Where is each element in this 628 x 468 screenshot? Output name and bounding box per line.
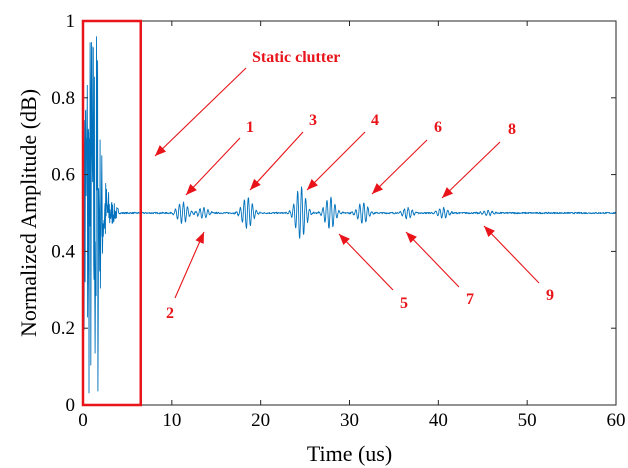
annotation-arrow	[441, 141, 501, 199]
annotation-arrow	[338, 233, 394, 291]
annotation-arrowhead	[186, 183, 197, 195]
annotation-arrow	[249, 131, 304, 191]
x-tick-label: 60	[607, 410, 626, 431]
annotation-arrow	[371, 139, 428, 195]
x-tick-label: 50	[518, 410, 537, 431]
annotation-arrow	[483, 225, 540, 284]
y-tick-label: 0.4	[51, 241, 75, 262]
y-axis-label: Normalized Amplitude (dB)	[16, 89, 41, 337]
ticks-layer: 0 10 20 30 40 50 60 0 0.2 0.4 0.6 0.8 1	[51, 11, 625, 431]
annotation-arrow	[306, 131, 366, 191]
x-tick-label: 30	[340, 410, 359, 431]
echo-label-4: 4	[371, 112, 379, 129]
static-clutter-box	[81, 19, 142, 407]
annotation-arrowhead	[339, 234, 350, 246]
annotation-arrowhead	[250, 178, 261, 190]
annotation-arrowhead	[484, 226, 495, 238]
y-tick-label: 1	[66, 11, 76, 32]
annotation-arrowhead	[406, 232, 417, 244]
annotation-arrow	[154, 67, 247, 157]
annotation-layer: Static clutter 1 2 3 4 5 6 7 8 9	[81, 19, 554, 407]
x-tick-label: 20	[251, 410, 270, 431]
x-tick-label: 0	[78, 410, 88, 431]
x-tick-label: 10	[162, 410, 181, 431]
annotation-arrowhead	[372, 183, 384, 194]
annotation-arrowhead	[195, 232, 204, 244]
y-tick-label: 0	[66, 395, 76, 416]
annotation-arrow	[174, 231, 205, 299]
echo-label-7: 7	[466, 291, 474, 308]
echo-label-1: 1	[246, 119, 254, 136]
static-clutter-label: Static clutter	[252, 49, 340, 66]
y-tick-label: 0.6	[51, 165, 75, 186]
signal-layer	[82, 36, 617, 406]
echo-label-6: 6	[434, 119, 442, 136]
annotation-arrowhead	[155, 145, 167, 156]
annotation-arrow	[185, 137, 241, 196]
echo-label-3: 3	[309, 112, 317, 129]
echo-label-8: 8	[508, 121, 516, 138]
signal-trace	[82, 36, 617, 406]
annotation-arrowhead	[307, 179, 318, 190]
x-axis-label: Time (us)	[307, 441, 392, 466]
annotation-arrowhead	[442, 187, 454, 198]
y-tick-label: 0.2	[51, 318, 75, 339]
echo-label-9: 9	[546, 287, 554, 304]
y-tick-label: 0.8	[51, 88, 75, 109]
annotation-arrow	[405, 231, 460, 288]
echo-label-2: 2	[166, 305, 174, 322]
x-tick-label: 40	[429, 410, 448, 431]
echo-label-5: 5	[400, 295, 408, 312]
